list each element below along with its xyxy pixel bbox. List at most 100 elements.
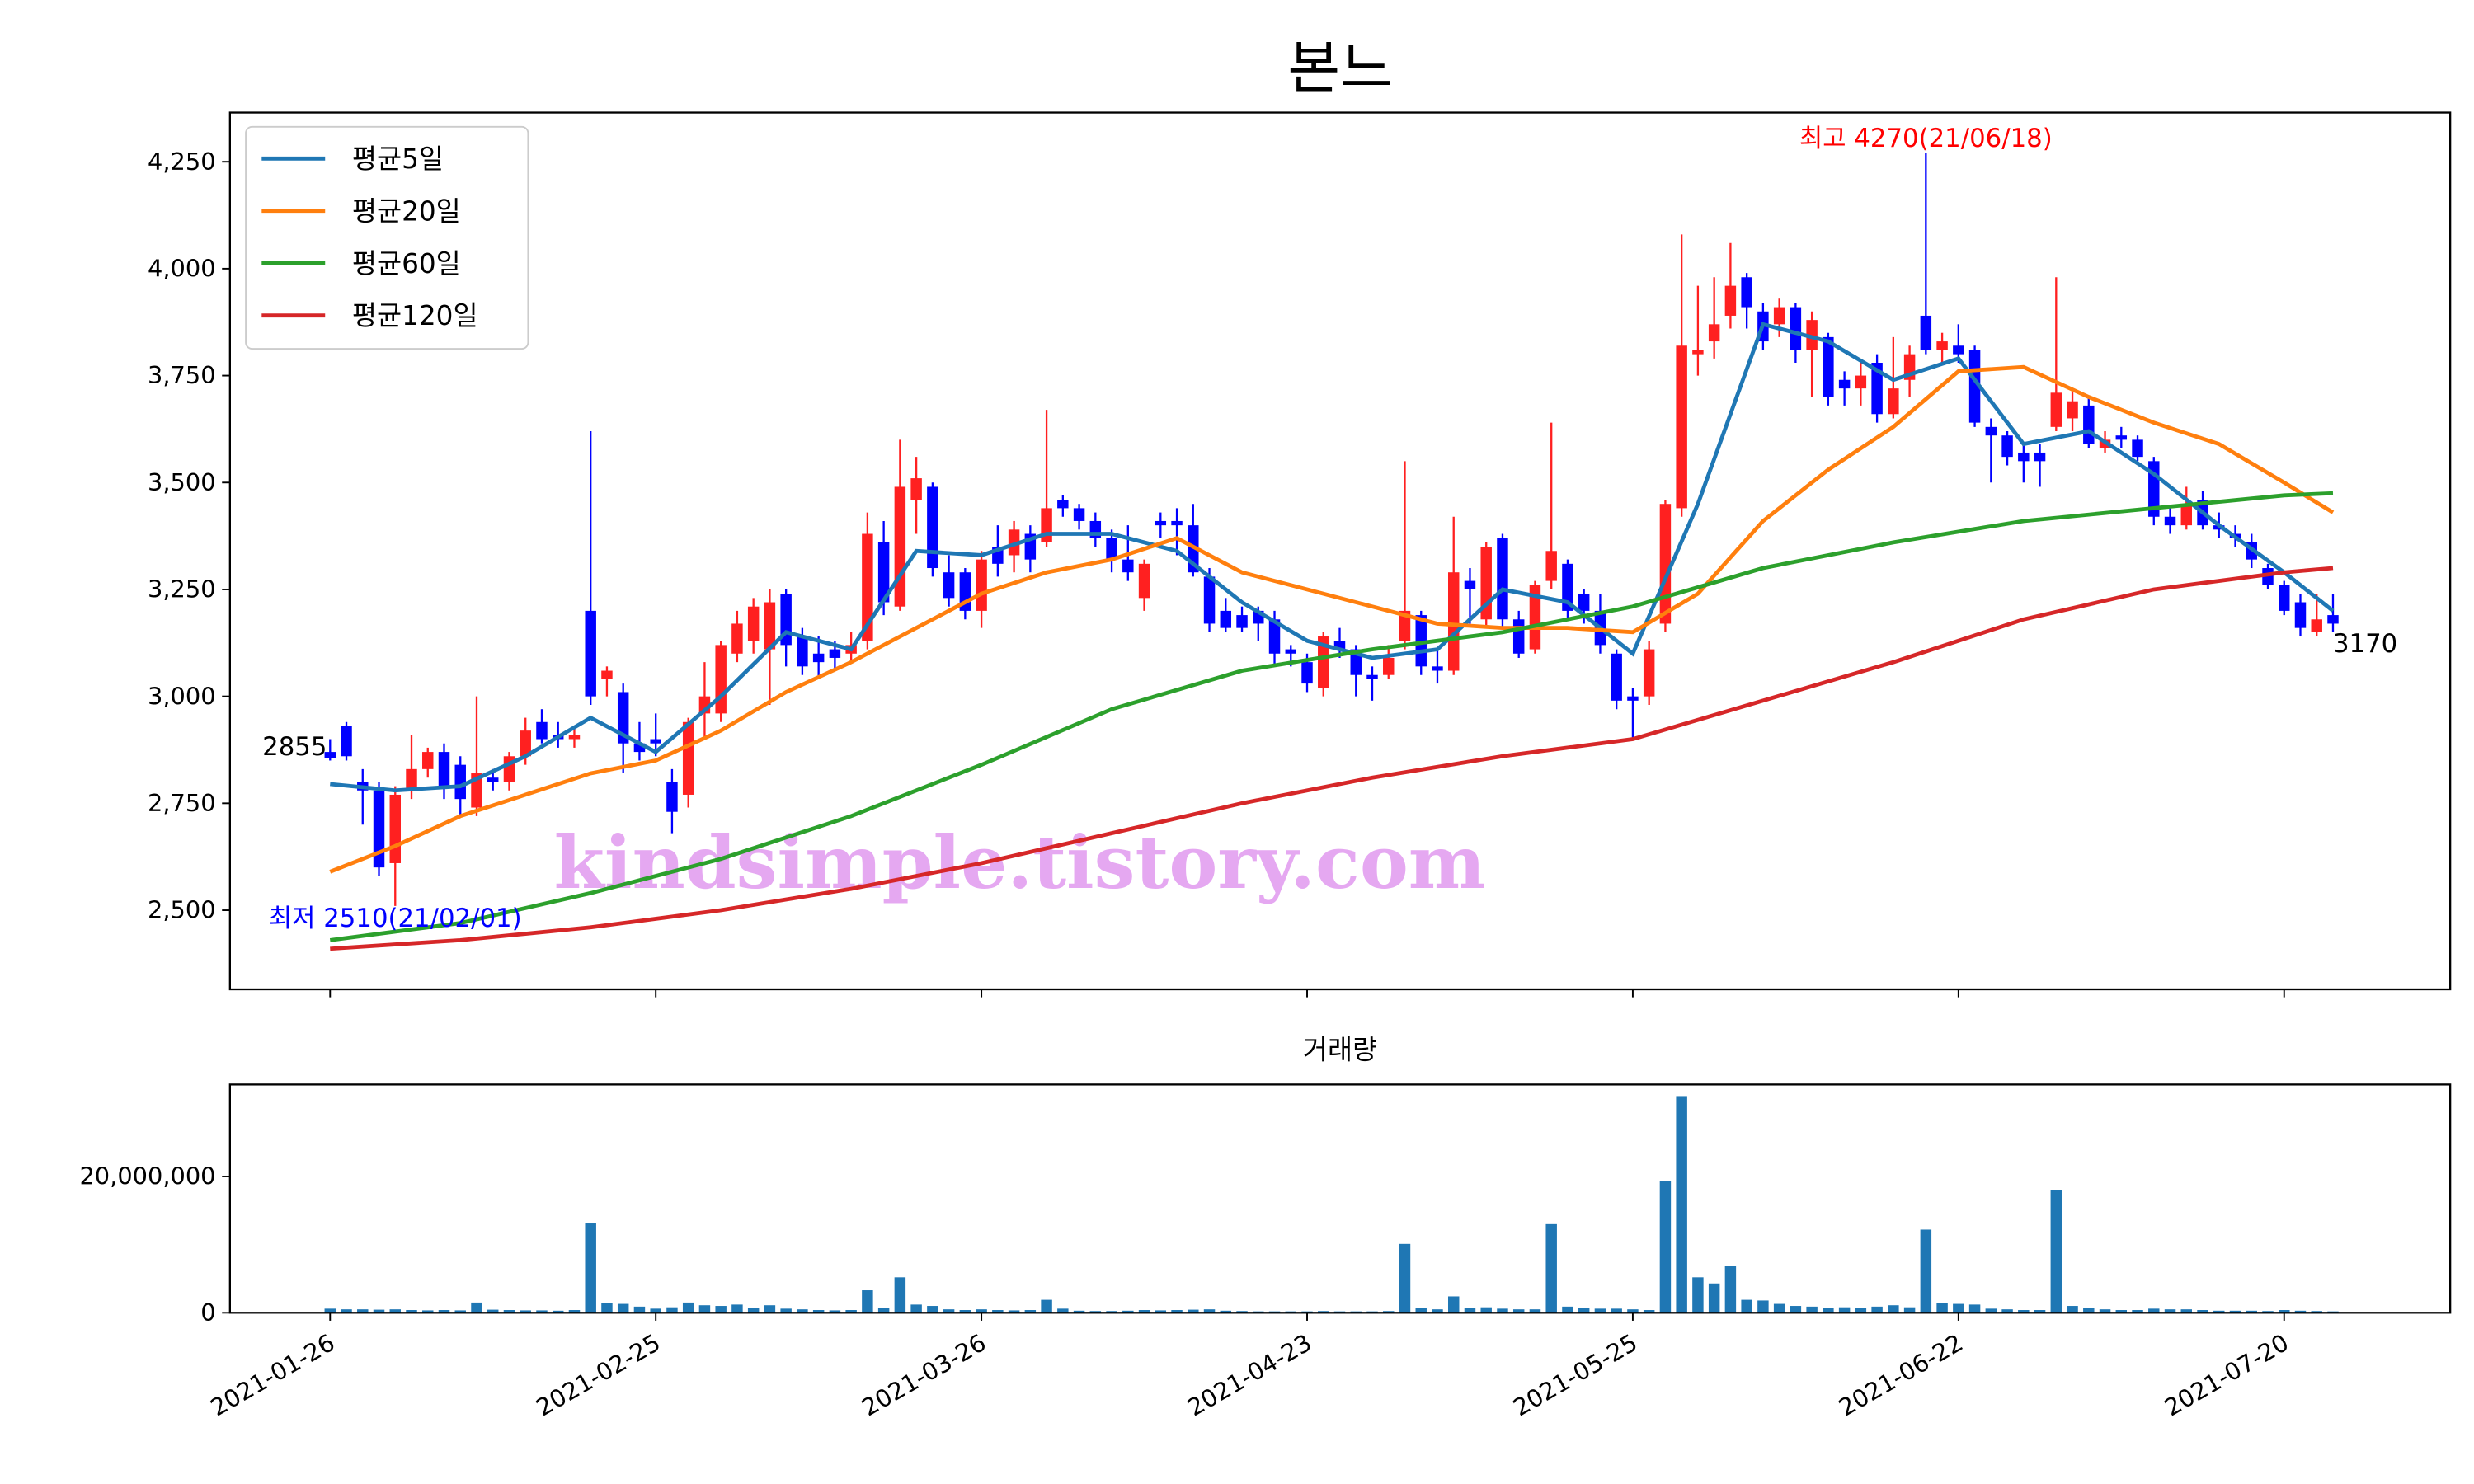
candle-body xyxy=(829,649,841,658)
candle-body xyxy=(1823,336,1834,397)
volume-bar xyxy=(1447,1296,1460,1313)
volume-bar xyxy=(2083,1308,2095,1313)
candle-body xyxy=(2164,516,2176,526)
candle-body xyxy=(373,790,385,868)
volume-bar xyxy=(503,1310,515,1313)
candle-body xyxy=(2311,619,2322,632)
volume-bar xyxy=(1545,1223,1557,1313)
candle-body xyxy=(1871,363,1883,415)
low-annotation: 최저 2510(21/02/01) xyxy=(269,904,522,933)
candle-body xyxy=(1512,619,1525,654)
volume-bar xyxy=(1138,1310,1150,1313)
candle-body xyxy=(1790,307,1802,350)
ma-line xyxy=(330,322,2335,793)
candle-body xyxy=(2180,504,2193,526)
volume-bar xyxy=(1155,1310,1167,1313)
candle-body xyxy=(633,743,646,753)
volume-bar xyxy=(812,1310,825,1313)
candle-body xyxy=(568,735,581,740)
candle-body xyxy=(1773,307,1785,325)
volume-bar xyxy=(943,1309,955,1313)
volume-bar xyxy=(910,1304,922,1313)
volume-bar xyxy=(471,1302,482,1313)
volume-bar xyxy=(1903,1307,1916,1313)
volume-bar xyxy=(1773,1303,1785,1313)
volume-bar xyxy=(1838,1307,1851,1313)
volume-bar xyxy=(698,1305,711,1313)
high-annotation: 최고 4270(21/06/18) xyxy=(1799,124,2053,153)
volume-bar xyxy=(520,1310,531,1313)
volume-bar xyxy=(1188,1309,1199,1313)
candle-body xyxy=(877,542,890,603)
volume-bar xyxy=(2229,1310,2241,1313)
volume-bar xyxy=(568,1310,581,1313)
volume-bar xyxy=(487,1309,499,1313)
volume-bar xyxy=(324,1308,336,1313)
volume-bar xyxy=(1594,1308,1606,1313)
candle-body xyxy=(715,645,727,714)
candle-body xyxy=(487,777,499,782)
candle-body xyxy=(812,653,825,663)
candle-body xyxy=(650,739,661,744)
candle-body xyxy=(1562,563,1573,611)
candle-body xyxy=(1155,520,1167,526)
volume-bar xyxy=(2115,1310,2128,1313)
volume-bar xyxy=(927,1306,938,1313)
volume-bar xyxy=(1432,1309,1443,1313)
legend-label: 평균120일 xyxy=(352,300,478,331)
candle-body xyxy=(1659,504,1672,624)
volume-bar xyxy=(389,1309,401,1313)
volume-bar xyxy=(1512,1309,1525,1313)
volume-bar xyxy=(552,1310,564,1313)
volume-bar xyxy=(536,1310,548,1313)
candle-body xyxy=(910,478,922,500)
candle-body xyxy=(2001,435,2013,458)
volume-bar xyxy=(747,1308,760,1313)
volume-bar xyxy=(2018,1310,2030,1313)
volume-bar xyxy=(1464,1308,1476,1313)
volume-bar xyxy=(1529,1309,1541,1313)
candle-body xyxy=(1057,500,1069,509)
volume-bar xyxy=(1724,1266,1737,1313)
volume-bar xyxy=(454,1310,466,1313)
candle-body xyxy=(341,726,352,757)
volume-bar xyxy=(1741,1299,1752,1313)
volume-bar xyxy=(862,1290,873,1313)
volume-bar xyxy=(1790,1306,1802,1313)
volume-bar xyxy=(1985,1308,1997,1313)
axes-frame xyxy=(228,1083,2452,1314)
volume-bar xyxy=(1627,1309,1639,1313)
candle-body xyxy=(2018,452,2030,462)
candle-body xyxy=(617,692,629,744)
volume-bar xyxy=(894,1277,906,1313)
legend-label: 평균5일 xyxy=(352,143,444,175)
candle-body xyxy=(1643,649,1655,697)
candle-body xyxy=(406,768,417,791)
candle-body xyxy=(1855,375,1867,389)
y-tick-label: 2,750 xyxy=(148,789,216,817)
volume-bar xyxy=(1855,1308,1867,1313)
candle-body xyxy=(1236,615,1248,628)
volume-bar xyxy=(1497,1308,1508,1313)
volume-bar xyxy=(438,1310,450,1313)
volume-bar xyxy=(585,1223,596,1313)
y-tick-label: 3,750 xyxy=(148,361,216,389)
volume-bar xyxy=(2034,1310,2046,1313)
legend-box xyxy=(245,125,529,350)
legend-label: 평균60일 xyxy=(352,248,461,279)
candle-body xyxy=(1171,520,1183,526)
candle-body xyxy=(1627,696,1639,701)
first-close-label: 2855 xyxy=(262,732,327,762)
volume-bar xyxy=(2164,1309,2176,1313)
candle-body xyxy=(585,610,596,697)
candle-body xyxy=(389,794,401,863)
candle-body xyxy=(536,721,548,740)
volume-bar xyxy=(682,1302,694,1313)
y-tick-label: 3,500 xyxy=(148,468,216,496)
volume-bar xyxy=(731,1304,743,1313)
y-tick-label: 2,500 xyxy=(148,896,216,924)
volume-bar xyxy=(406,1310,417,1313)
candle-body xyxy=(1366,674,1378,679)
